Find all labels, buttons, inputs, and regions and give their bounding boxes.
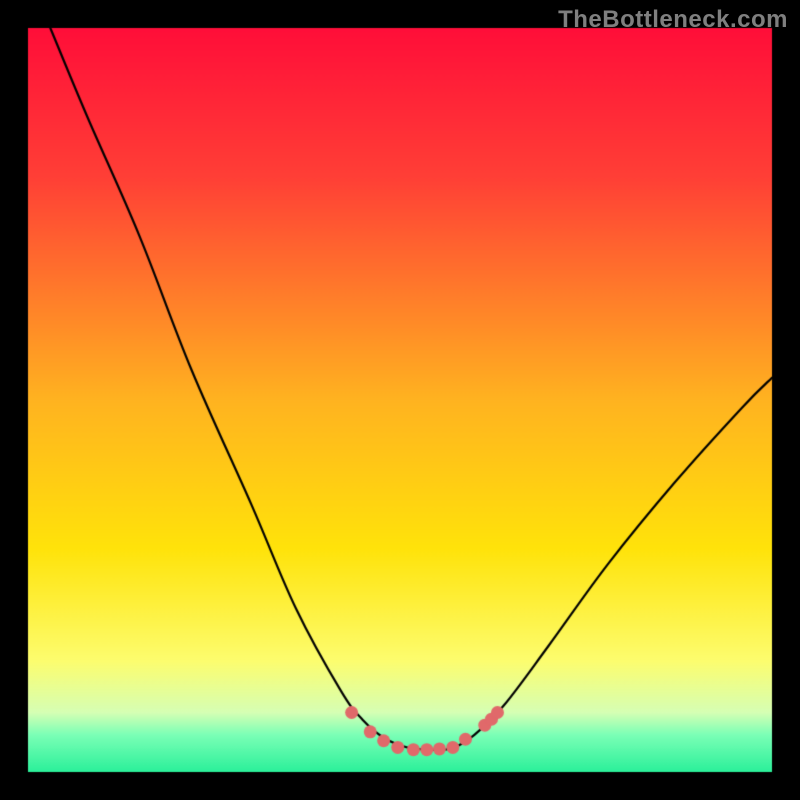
chart-line-layer [0,0,800,800]
watermark-text: TheBottleneck.com [558,6,788,34]
bottleneck-chart: TheBottleneck.com [0,0,800,800]
